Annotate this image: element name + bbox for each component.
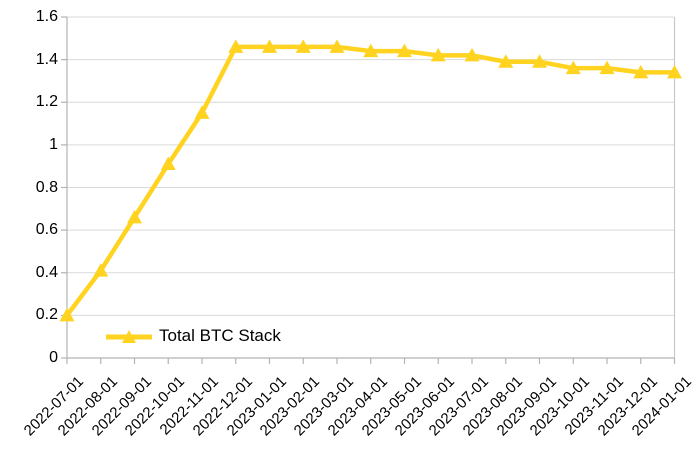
data-point-marker — [498, 54, 514, 68]
legend-label: Total BTC Stack — [159, 326, 281, 345]
y-tick-label: 0.8 — [35, 178, 58, 196]
y-tick-label: 0.6 — [35, 221, 58, 239]
data-point-marker — [565, 60, 581, 75]
legend: Total BTC Stack — [106, 326, 281, 346]
y-tick-label: 1.4 — [35, 50, 58, 68]
legend-triangle-marker — [122, 329, 136, 343]
data-point-marker — [127, 209, 142, 224]
data-point-marker — [295, 39, 311, 53]
legend-line-marker-icon — [106, 329, 152, 343]
data-point-marker — [464, 47, 480, 62]
y-tick-label: 1.2 — [35, 93, 58, 111]
data-point-marker — [59, 307, 75, 322]
data-point-marker — [633, 64, 649, 79]
data-point-marker — [93, 263, 109, 277]
y-tick-label: 0.2 — [35, 306, 58, 324]
y-tick-label: 0 — [49, 349, 58, 366]
series-line — [65, 44, 675, 317]
data-point-marker — [194, 105, 210, 119]
data-point-marker — [430, 47, 446, 62]
data-point-marker — [329, 39, 345, 53]
data-point-marker — [667, 64, 682, 79]
data-point-marker — [228, 39, 244, 53]
data-point-marker — [397, 43, 412, 58]
y-tick-label: 1 — [49, 135, 58, 153]
data-point-marker — [532, 54, 547, 68]
y-tick-label: 1.6 — [35, 8, 58, 25]
data-point-marker — [160, 156, 176, 171]
data-point-marker — [363, 43, 379, 58]
y-tick-label: 0.4 — [35, 263, 58, 281]
data-point-marker — [599, 60, 615, 75]
data-point-marker — [262, 39, 277, 53]
